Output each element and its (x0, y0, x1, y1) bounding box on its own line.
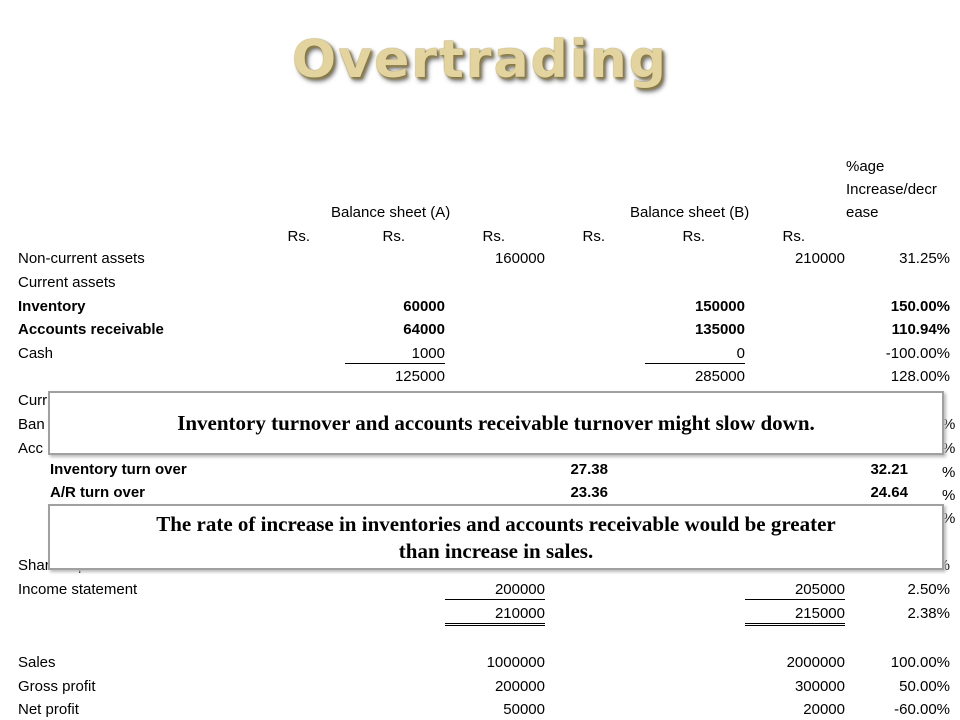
total-b: 215000 (745, 605, 845, 626)
value-a: 200000 (494, 678, 545, 695)
pct-change: 31.25% (899, 250, 950, 267)
row-label: Accounts receivable (18, 321, 164, 338)
value-a: 50000 (503, 701, 545, 718)
pct-change: 110.94% (891, 321, 950, 338)
row-label: Current assets (18, 274, 116, 291)
pct-header-line2: Increase/decr (846, 181, 937, 198)
pct-fragment: % (942, 440, 956, 457)
pct-change: -100.00% (885, 345, 950, 362)
currency-header: Rs. (482, 228, 506, 245)
balance-sheet-b-header: Balance sheet (B) (630, 204, 750, 221)
value-b: 210000 (794, 250, 845, 267)
subtotal-b: 285000 (694, 368, 745, 385)
row-label: Non-current assets (18, 250, 145, 267)
pct-header-line1: %age (846, 158, 885, 175)
subtotal-a: 125000 (394, 368, 445, 385)
row-label: Sales (18, 654, 56, 671)
pct-change: 50.00% (899, 678, 950, 695)
pct-change: 100.00% (890, 654, 950, 671)
callout-turnover: Inventory turnover and accounts receivab… (48, 391, 944, 455)
pct-change: 150.00% (890, 298, 950, 315)
value-a: 23.36 (570, 484, 608, 501)
value-b: 135000 (694, 321, 745, 338)
value-a: 60000 (403, 298, 445, 315)
pct-fragment: % (942, 510, 956, 527)
pct-change: 2.38% (907, 605, 950, 622)
value-a: 27.38 (570, 461, 608, 478)
row-label: Cash (18, 345, 54, 362)
value-a: 1000000 (486, 654, 545, 671)
callout-text: Inventory turnover and accounts receivab… (177, 411, 815, 435)
currency-header: Rs. (382, 228, 406, 245)
row-label-partial: Curr (18, 392, 48, 409)
pct-change: -60.00% (894, 701, 950, 718)
row-label: Inventory (18, 298, 86, 315)
value-a: 200000 (445, 581, 545, 600)
currency-header: Rs. (682, 228, 706, 245)
currency-header: Rs. (782, 228, 806, 245)
value-b: 300000 (794, 678, 845, 695)
pct-header-line3: ease (846, 204, 879, 221)
currency-header: Rs. (287, 228, 311, 245)
row-label: Inventory turn over (50, 461, 187, 478)
value-a: 160000 (494, 250, 545, 267)
value-b: 0 (645, 345, 745, 364)
pct-fragment: % (942, 416, 956, 433)
row-label: Income statement (18, 581, 138, 598)
value-a: 1000 (345, 345, 445, 364)
row-label: Net profit (18, 701, 79, 718)
total-a: 210000 (445, 605, 545, 626)
value-b: 150000 (694, 298, 745, 315)
row-label: Gross profit (18, 678, 96, 695)
callout-text-line2: than increase in sales. (398, 539, 594, 563)
value-b: 32.21 (870, 461, 908, 478)
value-b: 205000 (745, 581, 845, 600)
pct-change: 128.00% (890, 368, 950, 385)
slide-title: Overtrading (292, 30, 668, 90)
balance-sheet-a-header: Balance sheet (A) (331, 204, 451, 221)
row-label: A/R turn over (50, 484, 146, 501)
pct-change: 2.50% (907, 581, 950, 598)
row-label-partial: Ban (18, 416, 45, 433)
callout-text-line1: The rate of increase in inventories and … (156, 512, 836, 536)
value-b: 24.64 (870, 484, 908, 501)
pct-fragment: % (942, 487, 956, 504)
currency-header: Rs. (582, 228, 606, 245)
value-a: 64000 (403, 321, 445, 338)
value-b: 2000000 (786, 654, 845, 671)
value-b: 20000 (803, 701, 845, 718)
pct-fragment: % (942, 464, 956, 481)
row-label-partial: Acc (18, 440, 44, 457)
callout-increase: The rate of increase in inventories and … (48, 504, 944, 570)
